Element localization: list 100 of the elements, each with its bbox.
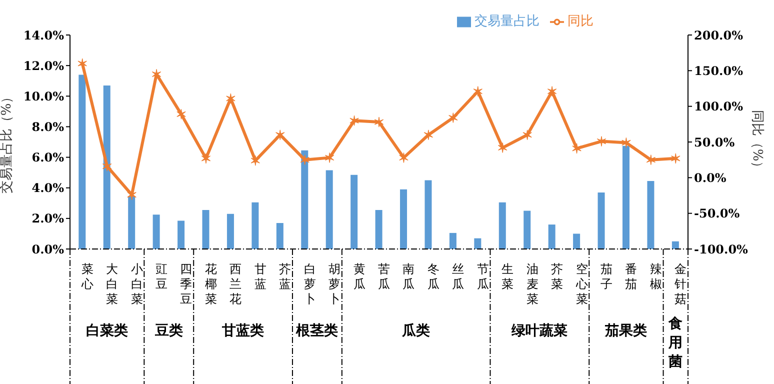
- bar: [202, 210, 210, 249]
- y2-tick-label: 50.0%: [694, 135, 736, 150]
- bar: [524, 210, 531, 249]
- point: [102, 160, 112, 172]
- point: [547, 86, 557, 97]
- y-tick-label: 12.0%: [23, 58, 65, 73]
- x-tick-label: 黄瓜: [353, 262, 366, 291]
- point: [226, 93, 236, 104]
- point: [78, 58, 87, 69]
- x-tick-label: 节瓜: [476, 262, 489, 291]
- point: [498, 142, 508, 154]
- x-tick-label: 空心菜: [574, 262, 588, 306]
- x-tick-label: 茄子: [600, 262, 612, 291]
- text: 茄果类: [604, 323, 648, 339]
- point: [572, 143, 582, 154]
- x-tick-label: 胡萝卜: [328, 262, 341, 306]
- y2-tick-label: 100.0%: [694, 100, 744, 114]
- x-tick-label: 西兰花: [230, 262, 242, 306]
- x-tick-label: 小白菜: [130, 262, 143, 306]
- point: [250, 155, 260, 166]
- bar: [400, 189, 408, 249]
- text: 甘蓝类: [221, 323, 264, 339]
- x-tick-label: 南瓜: [402, 262, 415, 291]
- point: [324, 152, 334, 163]
- text: 豆类: [154, 323, 183, 339]
- x-tick-label: 白萝卜: [304, 262, 316, 306]
- x-tick-label: 苦瓜: [378, 262, 390, 291]
- point: [176, 108, 186, 120]
- x-tick-label: 丝瓜: [452, 262, 464, 291]
- x-tick-label: 辣椒: [650, 262, 662, 291]
- point: [424, 130, 434, 140]
- x-tick-label: 油麦菜: [526, 262, 538, 306]
- point: [646, 154, 656, 166]
- bar: [350, 174, 358, 249]
- x-tick-label: 芥蓝: [279, 262, 292, 291]
- x-tick-label: 菜心: [80, 262, 94, 291]
- y-tick-label: 10.0%: [23, 89, 65, 104]
- x-tick-label: 冬瓜: [427, 262, 440, 291]
- point: [127, 189, 136, 200]
- y-tick-label: 8.0%: [32, 120, 65, 134]
- point: [448, 112, 458, 124]
- y2-tick-label: 0.0%: [694, 170, 727, 185]
- bar: [548, 224, 556, 249]
- point: [300, 154, 310, 166]
- bar: [276, 223, 284, 249]
- bar: [573, 234, 580, 249]
- x-tick-label: 豇豆: [156, 262, 168, 291]
- bar: [152, 214, 160, 249]
- bar: [178, 220, 185, 249]
- text: 瓜类: [401, 322, 430, 339]
- x-tick-label: 生菜: [502, 262, 514, 291]
- point: [350, 115, 359, 126]
- text: 白菜类: [86, 323, 128, 339]
- bar: [598, 192, 605, 249]
- y2-tick-label: -50.0%: [694, 206, 740, 221]
- point: [596, 136, 606, 147]
- y-tick-label: 6.0%: [32, 150, 65, 165]
- point: [399, 152, 408, 163]
- y-tick-label: 2.0%: [32, 212, 65, 226]
- y2-tick-label: 200.0%: [694, 28, 744, 42]
- bar: [672, 241, 679, 249]
- bar: [622, 146, 630, 249]
- x-tick-label: 番茄: [625, 262, 638, 291]
- y2-axis-title: 同比（%）: [749, 110, 764, 174]
- x-tick-label: 大白菜: [106, 262, 118, 306]
- y-tick-label: 0.0%: [32, 242, 65, 256]
- bar: [128, 196, 136, 249]
- bar: [103, 85, 110, 249]
- bar: [424, 180, 432, 249]
- y-tick-label: 4.0%: [32, 181, 65, 196]
- bar: [78, 74, 86, 249]
- text: 绿叶蔬菜: [510, 323, 568, 339]
- bar: [301, 150, 308, 249]
- x-tick-label: 金针菇: [674, 262, 687, 306]
- legend-label: 同比: [568, 14, 594, 29]
- bar: [226, 214, 234, 249]
- text: 根茎类: [295, 323, 338, 339]
- bar: [449, 232, 456, 249]
- point: [671, 153, 680, 164]
- point: [522, 130, 532, 140]
- point: [622, 137, 631, 148]
- bar: [326, 170, 333, 249]
- text: 食用菌: [668, 316, 683, 370]
- y2-tick-label: -100.0%: [694, 242, 749, 256]
- bar: [375, 210, 382, 249]
- bar: [647, 180, 654, 249]
- point: [374, 116, 384, 128]
- x-tick-label: 芥菜: [551, 262, 564, 291]
- x-tick-label: 花椰菜: [204, 262, 217, 306]
- legend-label: 交易量占比: [474, 14, 540, 29]
- y2-tick-label: 150.0%: [694, 64, 744, 78]
- point: [275, 130, 285, 140]
- y-tick-label: 14.0%: [23, 28, 65, 42]
- bar: [498, 202, 506, 249]
- point: [473, 86, 483, 97]
- bar: [474, 238, 482, 249]
- point: [201, 153, 211, 164]
- x-tick-label: 四季豆: [180, 262, 192, 306]
- x-tick-label: 甘蓝: [254, 262, 266, 291]
- bar: [252, 202, 259, 249]
